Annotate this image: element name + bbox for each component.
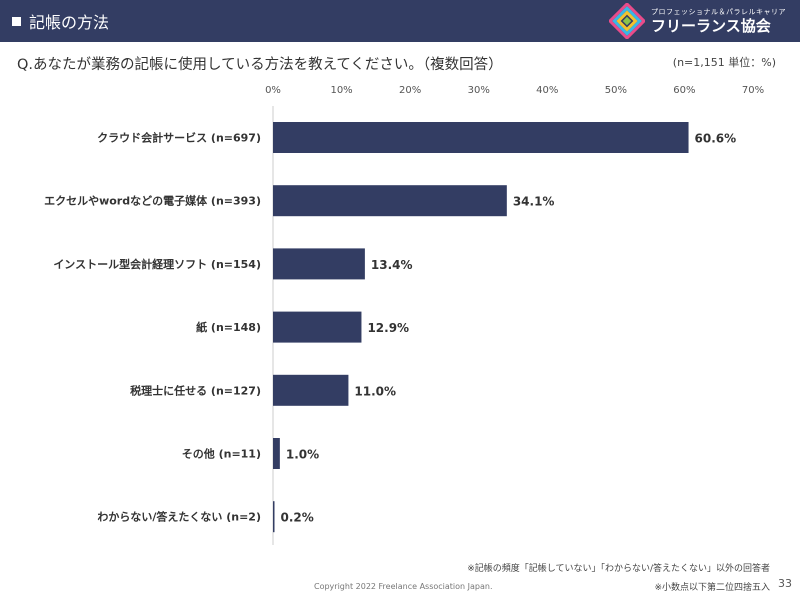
category-label: その他 (n=11) xyxy=(182,447,261,461)
footnote-rounding: ※小数点以下第二位四捨五入 xyxy=(654,583,770,593)
bullet-square-icon xyxy=(12,17,21,26)
category-label: クラウド会計サービス (n=697) xyxy=(97,131,261,145)
data-label: 60.6% xyxy=(695,132,737,146)
data-label: 34.1% xyxy=(513,195,555,209)
category-label: 税理士に任せる (n=127) xyxy=(130,383,261,397)
category-label: 紙 (n=148) xyxy=(196,320,261,334)
data-label: 0.2% xyxy=(281,511,314,525)
bar xyxy=(273,501,275,533)
slide-title: 記帳の方法 xyxy=(12,9,109,33)
brand-tagline: プロフェッショナル＆パラレルキャリア xyxy=(651,7,786,16)
x-tick-label: 60% xyxy=(673,85,695,96)
header-bar: 記帳の方法 プロフェッショナル＆パラレルキャリア フリーランス協会 xyxy=(0,0,800,42)
page-number: 33 xyxy=(778,577,792,590)
bar xyxy=(273,374,349,406)
category-label: エクセルやwordなどの電子媒体 (n=393) xyxy=(44,194,261,208)
x-tick-label: 30% xyxy=(468,85,490,96)
sample-size-note: (n=1,151 単位：%) xyxy=(672,56,776,69)
slide-title-text: 記帳の方法 xyxy=(29,13,110,32)
x-tick-label: 20% xyxy=(399,85,421,96)
x-tick-label: 10% xyxy=(330,85,352,96)
x-tick-label: 50% xyxy=(605,85,627,96)
data-label: 11.0% xyxy=(354,384,396,398)
logo-mark-icon xyxy=(609,3,645,39)
bar xyxy=(273,438,280,469)
category-label: インストール型会計経理ソフト (n=154) xyxy=(53,257,261,271)
x-tick-label: 40% xyxy=(536,85,558,96)
bar xyxy=(273,185,507,217)
data-label: 13.4% xyxy=(371,258,413,272)
question-text: Q.あなたが業務の記帳に使用している方法を教えてください。（複数回答） xyxy=(17,57,503,73)
x-tick-label: 70% xyxy=(742,85,764,96)
bar xyxy=(273,311,362,343)
brand-logo: プロフェッショナル＆パラレルキャリア フリーランス協会 xyxy=(609,2,786,40)
category-label: わからない/答えたくない (n=2) xyxy=(97,510,261,524)
footnote-frequency: ※記帳の頻度「記帳していない」「わからない/答えたくない」以外の回答者 xyxy=(467,564,770,574)
copyright: Copyright 2022 Freelance Association Jap… xyxy=(314,582,493,591)
brand-name: フリーランス協会 xyxy=(651,16,771,35)
x-tick-label: 0% xyxy=(265,85,281,96)
data-label: 12.9% xyxy=(367,321,409,335)
data-label: 1.0% xyxy=(286,448,319,462)
bar xyxy=(273,122,689,153)
bar xyxy=(273,248,365,280)
